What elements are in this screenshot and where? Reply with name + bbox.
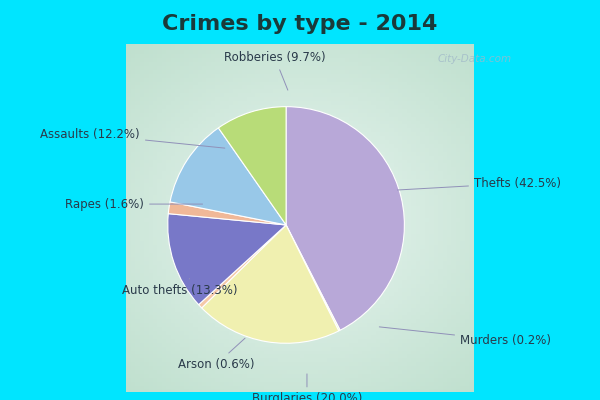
Text: Robberies (9.7%): Robberies (9.7%)	[224, 52, 326, 90]
Text: Arson (0.6%): Arson (0.6%)	[178, 338, 255, 371]
Text: Auto thefts (13.3%): Auto thefts (13.3%)	[122, 278, 238, 297]
Wedge shape	[168, 214, 286, 305]
Wedge shape	[286, 225, 340, 331]
Wedge shape	[202, 225, 339, 343]
Text: City-Data.com: City-Data.com	[437, 54, 512, 64]
Text: Burglaries (20.0%): Burglaries (20.0%)	[252, 374, 362, 400]
Text: Rapes (1.6%): Rapes (1.6%)	[65, 198, 203, 210]
Wedge shape	[170, 128, 286, 225]
Text: Thefts (42.5%): Thefts (42.5%)	[397, 177, 561, 190]
Wedge shape	[169, 202, 286, 225]
Text: Crimes by type - 2014: Crimes by type - 2014	[163, 14, 437, 34]
Wedge shape	[286, 107, 404, 330]
Text: Assaults (12.2%): Assaults (12.2%)	[40, 128, 225, 148]
Text: Murders (0.2%): Murders (0.2%)	[379, 327, 551, 347]
Wedge shape	[218, 107, 286, 225]
Wedge shape	[199, 225, 286, 308]
